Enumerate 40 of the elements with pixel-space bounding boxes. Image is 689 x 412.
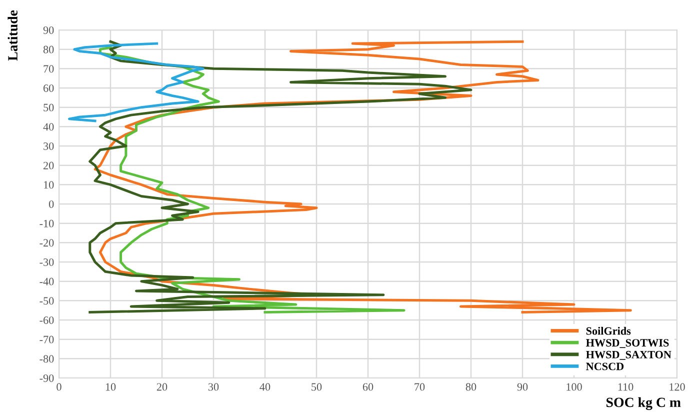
x-tick-label: 90 (517, 383, 528, 391)
y-tick-label: 30 (44, 142, 54, 150)
x-tick-label: 70 (414, 383, 425, 391)
y-tick-label: -30 (40, 258, 54, 266)
y-tick-label: 60 (44, 84, 54, 92)
y-tick-label: 50 (44, 104, 54, 112)
x-tick-label: 40 (260, 383, 270, 391)
x-tick-label: 30 (208, 383, 219, 391)
y-tick-label: -70 (40, 336, 54, 344)
y-tick-label: 70 (44, 65, 54, 73)
x-tick-label: 110 (618, 383, 634, 391)
y-tick-label: 0 (49, 200, 54, 208)
x-tick-label: 0 (56, 383, 62, 391)
legend-label: SoilGrids (586, 326, 631, 335)
x-tick-label: 120 (670, 383, 685, 391)
y-tick-label: 10 (44, 181, 54, 189)
y-tick-label: -90 (40, 374, 54, 382)
y-tick-label: -80 (40, 355, 54, 363)
y-tick-label: 40 (43, 123, 54, 131)
legend-label: HWSD_SOTWIS (586, 339, 669, 348)
legend-label: HWSD_SAXTON (586, 350, 672, 360)
line-series (88, 40, 472, 314)
y-tick-label: 90 (43, 26, 54, 34)
x-tick-label: 100 (566, 383, 582, 391)
legend-label: NCSCD (586, 362, 624, 370)
y-axis-title: Latitude (8, 10, 18, 61)
line-series (68, 42, 204, 122)
y-tick-label: 80 (43, 46, 54, 54)
x-tick-label: 10 (106, 383, 116, 391)
x-tick-label: 80 (466, 383, 476, 391)
y-tick-label: -20 (40, 239, 54, 247)
x-axis-title: SOC kg C m (606, 397, 681, 410)
x-tick-label: 50 (312, 383, 322, 391)
y-tick-label: -10 (40, 220, 54, 228)
x-tick-label: 20 (156, 383, 168, 391)
y-tick-label: -50 (40, 297, 54, 305)
y-tick-label: -40 (40, 278, 54, 286)
y-tick-label: 20 (44, 162, 54, 170)
x-tick-label: 60 (362, 383, 374, 391)
y-tick-label: -60 (40, 316, 54, 324)
